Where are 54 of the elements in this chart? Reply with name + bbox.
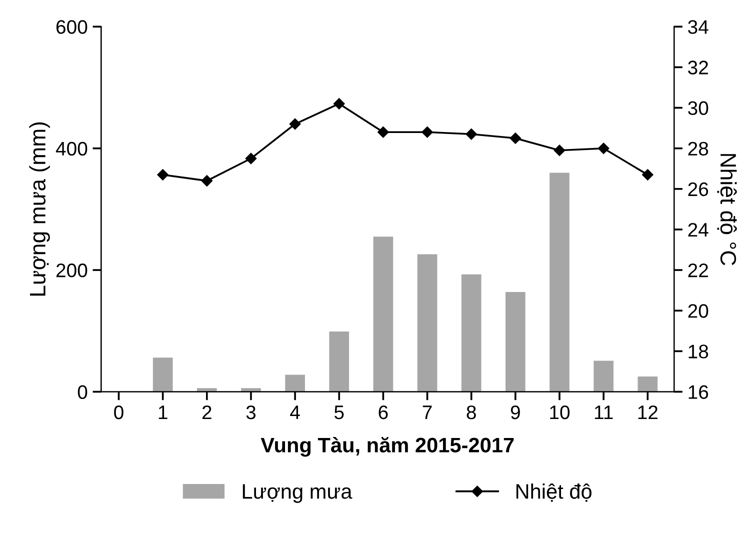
point <box>201 175 213 186</box>
y2-tick-label: 16 <box>688 385 708 399</box>
bar <box>285 374 305 392</box>
point <box>466 128 477 140</box>
point <box>289 118 301 130</box>
x-tick-label: 9 <box>510 405 520 420</box>
legend-label: Lượng mưa <box>242 484 352 503</box>
x-tick-label: 1 <box>158 406 168 420</box>
legend-label: Nhiệt độ <box>516 483 592 502</box>
point <box>334 98 345 110</box>
y2-tick-label: 34 <box>688 20 708 34</box>
y-tick-label: 0 <box>78 385 88 399</box>
bar <box>417 254 438 392</box>
bar <box>550 172 570 392</box>
x-tick-label: 12 <box>638 405 658 420</box>
x-tick-label: 0 <box>114 405 124 420</box>
y2-tick-label: 26 <box>688 182 708 196</box>
bar <box>461 274 482 392</box>
bar <box>638 376 658 392</box>
y2-tick-label: 32 <box>688 60 708 74</box>
bar <box>506 292 526 392</box>
point <box>554 144 566 156</box>
bar <box>152 358 173 392</box>
point <box>245 152 257 164</box>
y2-tick-label: 18 <box>688 344 708 358</box>
bar <box>329 332 350 392</box>
x-tick-label: 8 <box>466 405 476 420</box>
y2-tick-label: 28 <box>688 142 708 156</box>
y-tick-label: 200 <box>56 264 88 278</box>
y2-axis-title: Nhiệt độ °C <box>717 154 737 266</box>
x-tick-label: 5 <box>334 406 344 420</box>
x-tick-label: 4 <box>290 406 300 420</box>
y-axis-title: Lượng mưa (mm) <box>29 122 50 296</box>
bar <box>594 360 614 392</box>
x-tick-label: 7 <box>422 406 432 420</box>
y2-tick-label: 30 <box>688 101 708 116</box>
point <box>378 126 389 138</box>
y2-tick-label: 24 <box>688 222 708 237</box>
point <box>598 142 610 154</box>
y-tick-label: 600 <box>56 20 88 34</box>
bar <box>373 236 394 392</box>
y2-tick-label: 20 <box>688 304 708 318</box>
x-axis-title: Vung Tàu, năm 2015-2017 <box>260 436 514 457</box>
x-tick-label: 3 <box>246 405 256 420</box>
point <box>422 126 433 138</box>
point <box>642 169 654 180</box>
x-tick-label: 10 <box>550 405 570 420</box>
x-tick-label: 6 <box>378 405 388 420</box>
point <box>157 169 168 180</box>
y-tick-label: 400 <box>56 142 88 156</box>
x-tick-label: 11 <box>594 406 613 420</box>
y2-tick-label: 22 <box>688 264 708 278</box>
point <box>510 132 522 144</box>
x-tick-label: 2 <box>202 405 212 420</box>
